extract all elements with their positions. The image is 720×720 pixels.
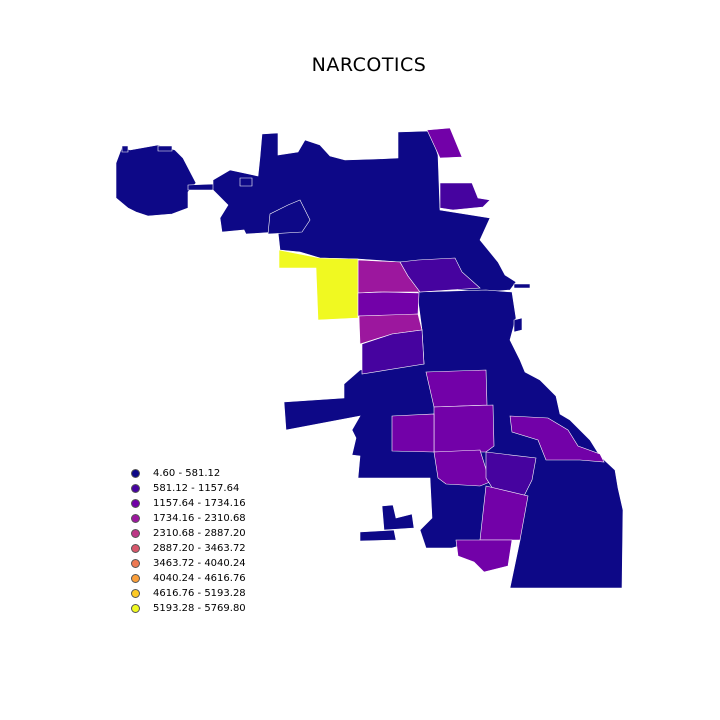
legend-swatch bbox=[131, 529, 140, 538]
region-ohare-tail bbox=[187, 183, 216, 191]
region-south-lakefront bbox=[509, 415, 605, 463]
legend-label: 1157.64 - 1734.16 bbox=[153, 498, 246, 509]
legend-label: 4040.24 - 4616.76 bbox=[153, 573, 246, 584]
legend-label: 4616.76 - 5193.28 bbox=[153, 588, 246, 599]
region-ohare bbox=[115, 144, 197, 217]
legend-item: 1734.16 - 2310.68 bbox=[131, 511, 246, 526]
legend-item: 2887.20 - 3463.72 bbox=[131, 541, 246, 556]
region-pier bbox=[513, 283, 531, 289]
legend-item: 581.12 - 1157.64 bbox=[131, 481, 246, 496]
region-nw-nub-b bbox=[157, 145, 173, 152]
region-northwest bbox=[212, 130, 517, 293]
legend-item: 5193.28 - 5769.80 bbox=[131, 601, 246, 616]
legend-swatch bbox=[131, 544, 140, 553]
legend-swatch bbox=[131, 559, 140, 568]
region-far-north-lakefront bbox=[426, 127, 463, 159]
legend-swatch bbox=[131, 574, 140, 583]
legend-item: 4.60 - 581.12 bbox=[131, 466, 246, 481]
legend-item: 4040.24 - 4616.76 bbox=[131, 571, 246, 586]
region-south-side-lower bbox=[433, 449, 491, 487]
legend-swatch bbox=[131, 469, 140, 478]
region-far-south-west bbox=[455, 539, 513, 573]
legend: 4.60 - 581.12 581.12 - 1157.64 1157.64 - 1… bbox=[131, 466, 246, 616]
legend-label: 4.60 - 581.12 bbox=[153, 468, 221, 479]
legend-label: 3463.72 - 4040.24 bbox=[153, 558, 246, 569]
region-south-pocket bbox=[381, 504, 415, 531]
legend-swatch bbox=[131, 589, 140, 598]
legend-item: 1157.64 - 1734.16 bbox=[131, 496, 246, 511]
legend-item: 4616.76 - 5193.28 bbox=[131, 586, 246, 601]
region-west-side-east bbox=[399, 257, 481, 293]
region-west-side-mid bbox=[357, 291, 420, 317]
legend-label: 2310.68 - 2887.20 bbox=[153, 528, 246, 539]
region-south-side-upper bbox=[433, 404, 495, 453]
legend-swatch bbox=[131, 604, 140, 613]
legend-item: 3463.72 - 4040.24 bbox=[131, 556, 246, 571]
region-south-side-center bbox=[425, 369, 488, 408]
legend-swatch bbox=[131, 499, 140, 508]
legend-label: 2887.20 - 3463.72 bbox=[153, 543, 246, 554]
legend-label: 5193.28 - 5769.80 bbox=[153, 603, 246, 614]
legend-swatch bbox=[131, 484, 140, 493]
legend-label: 581.12 - 1157.64 bbox=[153, 483, 240, 494]
region-nw-nub-c bbox=[239, 177, 253, 187]
region-far-south-bits bbox=[359, 529, 397, 542]
region-south-side-west bbox=[391, 413, 435, 453]
region-north-lakefront bbox=[439, 182, 491, 211]
region-north-edge bbox=[267, 199, 311, 235]
highlighted-regions bbox=[278, 127, 605, 573]
region-far-south-strip bbox=[479, 485, 529, 541]
map-title: NARCOTICS bbox=[311, 54, 427, 76]
region-west-side-high bbox=[278, 249, 359, 321]
legend-swatch bbox=[131, 514, 140, 523]
region-pier-2 bbox=[513, 317, 523, 333]
region-nw-nub-a bbox=[121, 145, 129, 153]
region-southwest-side bbox=[361, 329, 425, 375]
legend-item: 2310.68 - 2887.20 bbox=[131, 526, 246, 541]
legend-label: 1734.16 - 2310.68 bbox=[153, 513, 246, 524]
